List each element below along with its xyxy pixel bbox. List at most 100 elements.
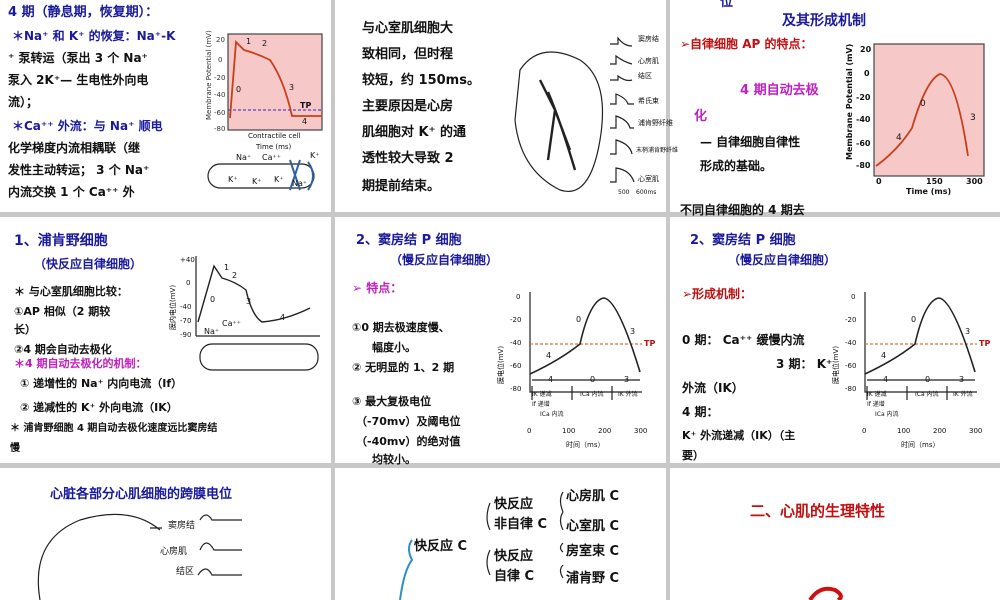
slide-text: 二、心肌的生理特性 — [750, 502, 886, 520]
slide-text: 300 — [966, 177, 983, 186]
slide-text: IK 外流 — [618, 391, 638, 398]
slide-text: 结区 — [638, 72, 652, 80]
slide-text: 主要原因是心房 — [362, 99, 454, 114]
slide-text: 0 — [864, 69, 870, 78]
slide[interactable] — [335, 0, 666, 212]
slide-text: 与心室肌细胞大 — [362, 21, 454, 36]
slide-text: 4 — [302, 117, 308, 126]
slide-text: K⁺ — [228, 175, 238, 184]
slide-text: 及其形成机制 — [782, 13, 866, 29]
slide-text: — 自律细胞自律性 — [700, 135, 801, 149]
slide-text: 0 — [920, 99, 926, 109]
slide-text: 0 期： Ca⁺⁺ 缓慢内流 — [682, 333, 805, 347]
slide-text: -40 — [845, 339, 857, 347]
slide-text: -40 — [510, 339, 522, 347]
slide-text: -80 — [856, 161, 871, 170]
slide-text: 4 — [896, 133, 902, 143]
slide-text: 0 — [911, 315, 917, 324]
slide-text: 心房肌 C — [566, 489, 620, 504]
slide-text: TP — [979, 339, 991, 348]
slide-text: ＊ 与心室肌细胞比较： — [14, 285, 128, 298]
slide-text: 3 — [965, 327, 971, 336]
slide-text: Contractile cell — [248, 132, 301, 140]
slide-text: 600ms — [636, 189, 657, 196]
slide-text: IK 递减 — [867, 391, 887, 398]
slide-text: 时间（ms） — [566, 441, 605, 449]
slide-text: 3 — [970, 113, 976, 123]
slide-text: Ca⁺⁺ — [262, 153, 281, 162]
slide-text: TP — [300, 101, 312, 110]
slide-text: 1 — [224, 263, 230, 272]
slide-text: 慢 — [10, 443, 20, 454]
slide[interactable] — [0, 217, 331, 463]
slide-text: Membrane Potential (mV) — [205, 30, 213, 120]
slide-text: 形成的基础。 — [700, 159, 773, 173]
slide-text: 房室束 C — [566, 544, 620, 559]
slide-text: 2 — [262, 39, 268, 48]
slide-text: （-40mv）的绝对值 — [356, 435, 461, 448]
slide-text: -60 — [510, 362, 522, 370]
slide-text: 0 — [236, 85, 242, 94]
slide-text: 0 — [527, 427, 532, 435]
slide-text: 4 期： — [682, 405, 719, 419]
slide-text: -40 — [856, 115, 871, 124]
slide[interactable] — [335, 217, 666, 463]
slide-text: -70 — [180, 317, 192, 325]
slide-text: 快反应 — [494, 497, 534, 512]
slide-text: -40 — [214, 91, 226, 99]
slide-text: ICa 内流 — [875, 411, 899, 418]
slide-text: Time (ms) — [906, 187, 952, 196]
slide-text: ① 递增性的 Na⁺ 内向电流（If） — [20, 377, 183, 390]
slide-text: 300 — [634, 427, 648, 435]
slide-text: 希氏束 — [638, 97, 659, 105]
slide-text: 浦肯野纤维 — [638, 119, 673, 127]
slide[interactable] — [0, 468, 331, 600]
slide-text: ①AP 相似（2 期较 — [14, 305, 111, 318]
slide-text: 位 — [720, 0, 734, 10]
slide-text: -60 — [856, 139, 871, 148]
slide-text: 20 — [860, 45, 872, 54]
slide-text: 4 期（静息期，恢复期）： — [8, 5, 159, 20]
slide-text: 0 — [218, 56, 223, 64]
slide-text: 膜内电位(mV) — [169, 284, 177, 330]
slide-text: -20 — [214, 74, 226, 82]
slide-text: Na⁺ — [292, 179, 308, 188]
slide-text: 期提前结束。 — [362, 179, 441, 194]
slide-text: 泵入 2K⁺— 生电性外向电 — [8, 73, 149, 87]
slide-text: -80 — [510, 385, 522, 393]
slide-text: ＊Ca⁺⁺ 外流：与 Na⁺ 顺电 — [12, 119, 163, 133]
slide-text: -60 — [845, 362, 857, 370]
slide-text: 膜电位(mV) — [832, 345, 840, 384]
slide-text: Na⁺ — [204, 327, 220, 336]
slide-text: ＊Na⁺ 和 K⁺ 的恢复：Na⁺-K — [12, 29, 176, 43]
slide-text: 500 — [618, 189, 630, 196]
slide-text: 3 期： K⁺ — [776, 357, 833, 371]
slide-text: K⁺ — [310, 151, 320, 160]
slide-text: K⁺ — [252, 177, 262, 186]
slide-text: 不同自律细胞的 4 期去 — [680, 203, 805, 217]
slide-text: 肌细胞对 K⁺ 的通 — [362, 125, 466, 140]
slide[interactable] — [670, 468, 1000, 600]
slide[interactable] — [335, 468, 666, 600]
slide-text: 结区 — [176, 567, 195, 577]
slide-text: 3 — [959, 375, 965, 384]
slide-text: 100 — [562, 427, 576, 435]
slide-text: K⁺ — [274, 175, 284, 184]
slide-text: 时间（ms） — [901, 441, 940, 449]
slide-text: Ca⁺⁺ — [222, 319, 241, 328]
slide[interactable] — [670, 217, 1000, 463]
slide-text: 0 — [186, 279, 191, 287]
slide-text: 0 — [862, 427, 867, 435]
slide-text: ICa 内流 — [540, 411, 564, 418]
slide-text: ② 递减性的 K⁺ 外向电流（IK） — [20, 401, 178, 414]
slide-text: 0 — [851, 293, 856, 301]
slide-text: 末梢浦肯野纤维 — [636, 147, 679, 154]
slide-text: -20 — [856, 93, 871, 102]
slide-text: -60 — [214, 109, 226, 117]
slide-text: IK 外流 — [953, 391, 973, 398]
slide-text: +40 — [180, 256, 195, 264]
slide-text: 自律 C — [494, 569, 535, 584]
slide-text: Na⁺ — [236, 153, 252, 162]
